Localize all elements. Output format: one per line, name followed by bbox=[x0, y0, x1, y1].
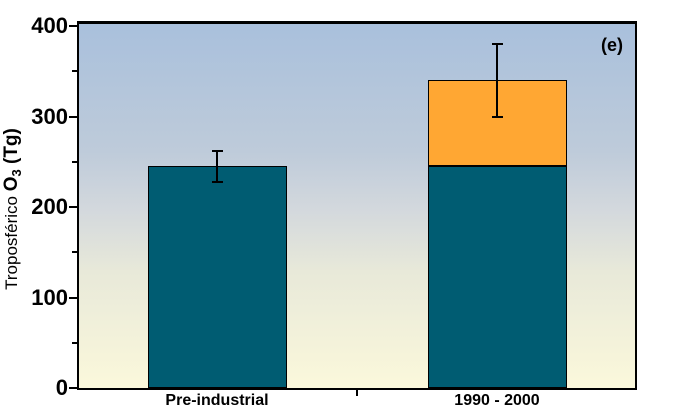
error-bar-cap-bottom bbox=[492, 115, 503, 118]
y-major-tick bbox=[69, 296, 77, 299]
y-tick-label: 400 bbox=[31, 13, 68, 38]
bar-segment-teal bbox=[147, 166, 287, 388]
error-bar-line bbox=[216, 150, 218, 182]
y-major-tick bbox=[69, 25, 77, 27]
y-minor-tick bbox=[72, 341, 77, 344]
y-tick-label: 0 bbox=[55, 375, 68, 400]
x-boundary-tick bbox=[356, 390, 358, 396]
bar-segment-teal bbox=[427, 166, 567, 388]
y-minor-tick bbox=[72, 160, 77, 163]
y-axis-title-units: (Tg) bbox=[1, 128, 22, 170]
x-category-label: Pre-industrial bbox=[165, 392, 269, 409]
y-minor-tick bbox=[72, 70, 77, 73]
y-axis-title-subscript: 3 bbox=[9, 169, 24, 177]
y-tick-label: 100 bbox=[31, 284, 68, 310]
y-major-tick bbox=[69, 206, 77, 208]
x-category-label: 1990 - 2000 bbox=[454, 392, 540, 409]
error-bar-cap-bottom bbox=[212, 180, 223, 183]
error-bar-cap-top bbox=[212, 149, 223, 152]
y-tick-label: 200 bbox=[31, 194, 68, 219]
error-bar-cap-top bbox=[492, 43, 503, 46]
y-major-tick bbox=[69, 115, 77, 118]
y-major-tick bbox=[69, 387, 77, 389]
y-axis-title-regular: Troposférico bbox=[2, 191, 21, 290]
panel-label: (e) bbox=[601, 35, 623, 55]
y-minor-tick bbox=[72, 251, 77, 254]
y-axis-title: Troposférico O3 (Tg) bbox=[1, 89, 25, 329]
error-bar-line bbox=[496, 44, 498, 117]
y-tick-label: 300 bbox=[31, 103, 68, 129]
y-axis-title-o: O bbox=[1, 176, 22, 192]
